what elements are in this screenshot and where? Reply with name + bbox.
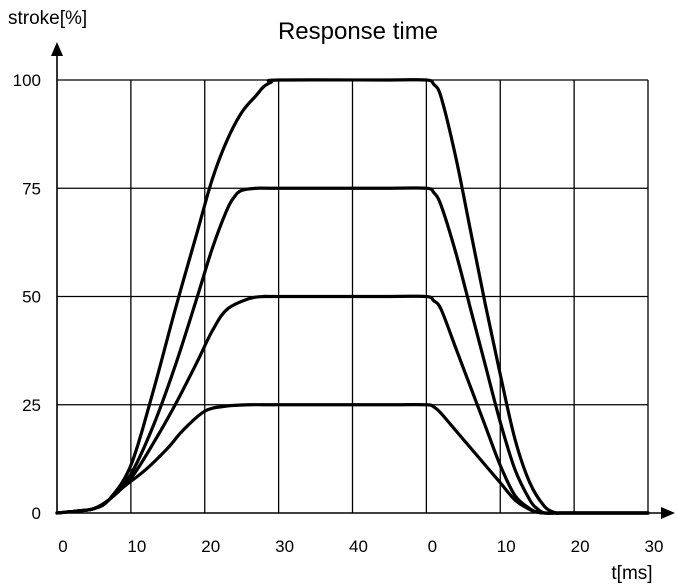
x-tick-label: 40 — [349, 537, 368, 556]
y-tick-label: 75 — [22, 179, 41, 198]
y-axis-label: stroke[%] — [8, 8, 87, 29]
x-tick-label: 20 — [571, 537, 590, 556]
x-tick-label: 10 — [497, 537, 516, 556]
x-axis-label: t[ms] — [611, 563, 652, 584]
series-line-4 — [55, 78, 650, 516]
axes — [51, 42, 675, 519]
x-tick-label: 30 — [645, 537, 664, 556]
y-axis-arrow — [51, 42, 63, 56]
x-tick-label: 0 — [428, 537, 437, 556]
y-tick-label: 0 — [32, 504, 41, 523]
y-tick-label: 50 — [22, 288, 41, 307]
y-tick-label: 100 — [13, 71, 41, 90]
x-axis-arrow — [661, 507, 675, 519]
tick-labels: 0 10 20 30 40 0 10 20 30 0 25 50 75 100 — [13, 71, 664, 556]
chart-title: Response time — [278, 18, 438, 45]
x-tick-label: 0 — [58, 537, 67, 556]
x-tick-label: 30 — [275, 537, 294, 556]
y-tick-label: 25 — [22, 396, 41, 415]
x-tick-label: 20 — [201, 537, 220, 556]
x-tick-label: 10 — [127, 537, 146, 556]
